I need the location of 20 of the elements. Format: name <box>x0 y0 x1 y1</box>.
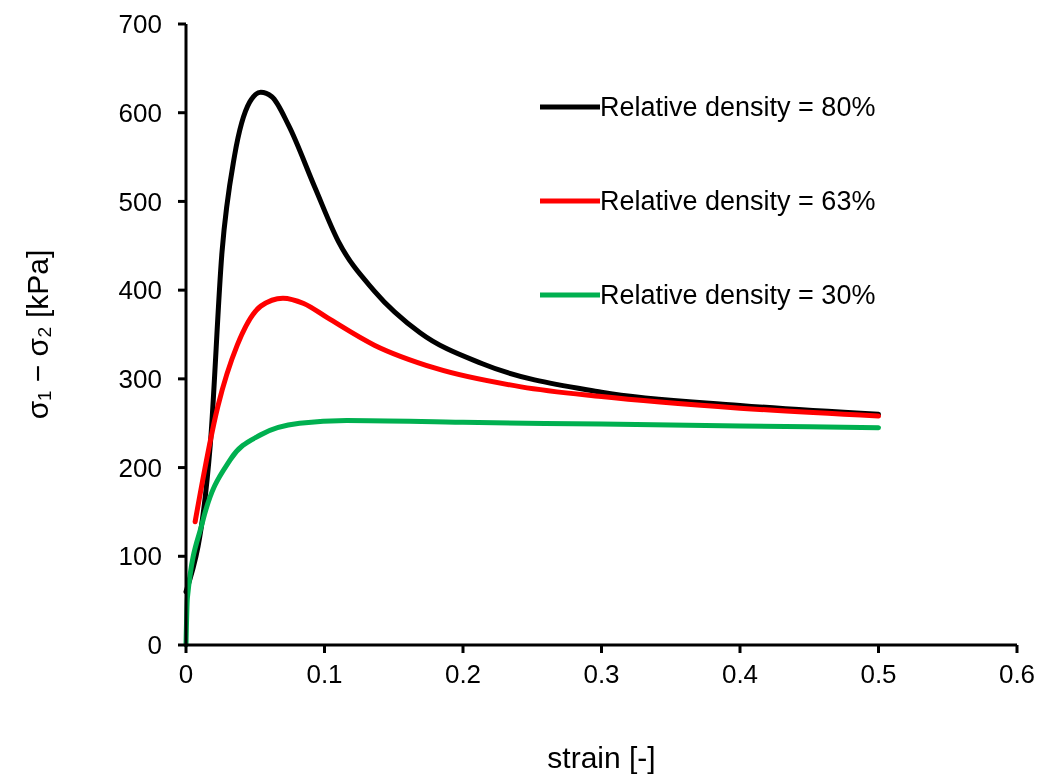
y-tick-label: 500 <box>118 186 162 217</box>
y-tick-label: 600 <box>118 97 162 128</box>
x-tick-label: 0.2 <box>444 659 482 689</box>
x-tick-label: 0.5 <box>860 659 897 689</box>
x-tick-label: 0.3 <box>583 659 620 689</box>
legend-label: Relative density = 63% <box>600 186 876 217</box>
legend-label: Relative density = 30% <box>600 280 876 311</box>
x-axis-title: strain [-] <box>547 741 656 774</box>
y-tick-label: 0 <box>147 630 162 661</box>
y-tick-label: 400 <box>118 275 162 306</box>
y-tick-label: 200 <box>118 452 162 483</box>
y-tick-label: 300 <box>118 363 162 394</box>
y-tick-label: 100 <box>118 541 162 572</box>
y-tick-label: 700 <box>118 9 162 40</box>
y-axis-title: σ₁ − σ₂ [kPa] <box>21 249 54 420</box>
legend-label: Relative density = 80% <box>600 92 876 123</box>
x-tick-label: 0.4 <box>721 659 759 689</box>
x-tick-label: 0.6 <box>998 659 1036 689</box>
x-tick-label: 0.1 <box>306 659 343 689</box>
x-tick-label: 0 <box>178 659 194 689</box>
